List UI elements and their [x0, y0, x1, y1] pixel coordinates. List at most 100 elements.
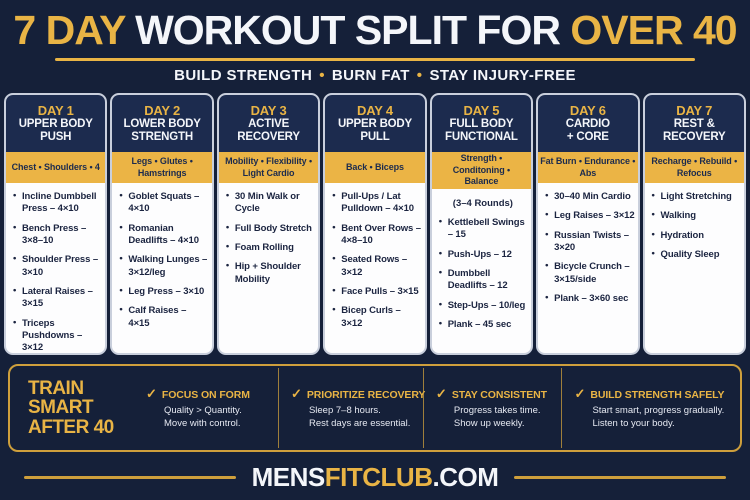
bullet-separator: • [416, 67, 423, 84]
day-card-7: DAY 7 REST & RECOVERY Recharge • Rebuild… [642, 93, 746, 355]
tips-band: TRAIN SMART AFTER 40 ✓ FOCUS ON FORM Qua… [8, 364, 742, 452]
exercise-item: Quality Sleep [651, 248, 741, 261]
tip-title: STAY CONSISTENT [451, 388, 547, 401]
focus-badge: Strength • Conditoning • Balance [431, 152, 532, 190]
day-title: ACTIVE RECOVERY [237, 118, 300, 143]
check-icon: ✓ [146, 385, 157, 401]
exercise-item: Walking [651, 209, 741, 222]
exercise-item: Calf Raises – 4×15 [118, 304, 208, 330]
tip-text: Start smart, progress gradually. Listen … [592, 404, 725, 429]
tip-build-strength-safely: ✓ BUILD STRENGTH SAFELY Start smart, pro… [561, 368, 732, 448]
page-title: 7 DAY WORKOUT SPLIT FOR OVER 40 [0, 10, 750, 51]
tip-text: Progress takes time. Show up weekly. [453, 404, 541, 429]
day-card-6: DAY 6 CARDIO + CORE Fat Burn • Endurance… [536, 93, 640, 355]
day-label: DAY 7 [676, 103, 713, 119]
exercise-item: Plank – 45 sec [438, 318, 528, 331]
day-label: DAY 3 [250, 103, 287, 119]
day-label: DAY 4 [357, 103, 393, 119]
tip-text: Quality > Quantity. Move with control. [164, 404, 242, 429]
exercise-list: Pull-Ups / Lat Pulldown – 4×10 Bent Over… [331, 190, 421, 330]
day-title: LOWER BODY STRENGTH [123, 118, 201, 143]
exercise-item: Push-Ups – 12 [438, 248, 528, 261]
day-title: CARDIO + CORE [565, 118, 610, 143]
subtitle: BUILD STRENGTH • BURN FAT • STAY INJURY-FREE [0, 67, 750, 84]
subtitle-seg2: BURN FAT [331, 67, 410, 84]
day-card-header: DAY 4 UPPER BODY PULL [325, 95, 425, 152]
title-tail: OVER 40 [570, 7, 737, 53]
exercise-item: 30–40 Min Cardio [544, 190, 634, 203]
subtitle-seg1: BUILD STRENGTH [174, 67, 313, 84]
exercise-item: Hydration [651, 229, 741, 242]
day-card-body: Incline Dumbbell Press – 4×10 Bench Pres… [6, 183, 105, 353]
exercise-item: Face Pulls – 3×15 [331, 285, 421, 298]
day-label: DAY 6 [569, 103, 606, 119]
day-cards-row: DAY 1 UPPER BODY PUSH Chest • Shoulders … [0, 93, 750, 355]
day-title: UPPER BODY PULL [337, 118, 412, 143]
exercise-item: Goblet Squats – 4×10 [118, 190, 208, 216]
exercise-list: Light Stretching Walking Hydration Quali… [651, 190, 741, 261]
focus-badge: Fat Burn • Endurance • Abs [538, 152, 638, 183]
footer-rule-right [514, 476, 727, 479]
exercise-item: Hip + Shoulder Mobility [225, 260, 315, 286]
exercise-item: Bicycle Crunch – 3×15/side [544, 260, 634, 286]
day-card-2: DAY 2 LOWER BODY STRENGTH Legs • Glutes … [110, 93, 214, 355]
brand-part-suffix: .COM [432, 462, 499, 492]
check-icon: ✓ [290, 385, 302, 401]
exercise-list: Kettlebell Swings – 15 Push-Ups – 12 Dum… [438, 216, 528, 331]
tip-title: PRIORITIZE RECOVERY [306, 388, 426, 401]
day-card-body: 30 Min Walk or Cycle Full Body Stretch F… [219, 183, 318, 353]
day-label: DAY 5 [463, 103, 500, 119]
brand-part-gold: FITCLUB [324, 462, 433, 492]
day-card-4: DAY 4 UPPER BODY PULL Back • Biceps Pull… [323, 93, 427, 355]
day-title: UPPER BODY PUSH [18, 118, 93, 143]
exercise-item: Light Stretching [651, 190, 741, 203]
footer-rule-left [23, 476, 236, 479]
tip-title-row: ✓ PRIORITIZE RECOVERY [290, 385, 425, 402]
bullet-separator: • [319, 67, 325, 84]
exercise-item: Foam Rolling [225, 241, 315, 254]
focus-badge: Mobility • Flexibility • Light Cardio [218, 152, 319, 183]
title-mid: WORKOUT SPLIT FOR [135, 7, 561, 53]
exercise-item: Dumbbell Deadlifts – 12 [438, 267, 528, 293]
exercise-item: Leg Raises – 3×12 [544, 209, 635, 222]
exercise-item: Triceps Pushdowns – 3×12 [12, 317, 102, 353]
exercise-item: Plank – 3×60 sec [544, 292, 634, 305]
check-icon: ✓ [574, 385, 586, 401]
day-title: REST & RECOVERY [662, 118, 726, 143]
day-card-body: (3–4 Rounds) Kettlebell Swings – 15 Push… [432, 189, 531, 353]
focus-badge: Legs • Glutes • Hamstrings [112, 152, 212, 183]
exercise-item: Kettlebell Swings – 15 [438, 216, 528, 242]
footer: MENSFITCLUB.COM [0, 462, 750, 493]
exercise-item: Incline Dumbbell Press – 4×10 [12, 190, 102, 216]
focus-badge: Recharge • Rebuild • Refocus [644, 152, 744, 183]
day-card-body: Light Stretching Walking Hydration Quali… [645, 183, 744, 353]
exercise-item: Bent Over Rows – 4×8–10 [331, 222, 421, 248]
exercise-item: Bench Press – 3×8–10 [12, 222, 102, 248]
exercise-item: 30 Min Walk or Cycle [225, 190, 315, 216]
exercise-item: Step-Ups – 10/leg [438, 299, 528, 312]
tip-title-row: ✓ BUILD STRENGTH SAFELY [574, 386, 728, 402]
tip-focus-on-form: ✓ FOCUS ON FORM Quality > Quantity. Move… [134, 368, 278, 448]
tip-stay-consistent: ✓ STAY CONSISTENT Progress takes time. S… [422, 368, 562, 448]
day-card-header: DAY 5 FULL BODY FUNCTIONAL [431, 95, 532, 152]
day-title: FULL BODY FUNCTIONAL [445, 118, 518, 143]
check-icon: ✓ [435, 385, 447, 401]
exercise-item: Full Body Stretch [225, 222, 315, 235]
exercise-item: Seated Rows – 3×12 [331, 253, 421, 279]
focus-badge: Chest • Shoulders • 4 [6, 152, 106, 183]
exercise-list: 30 Min Walk or Cycle Full Body Stretch F… [225, 190, 315, 286]
site-brand: MENSFITCLUB.COM [252, 462, 499, 493]
day-card-header: DAY 3 ACTIVE RECOVERY [218, 95, 319, 152]
day-card-5: DAY 5 FULL BODY FUNCTIONAL Strength • Co… [429, 93, 534, 355]
tip-text: Sleep 7–8 hours. Rest days are essential… [308, 404, 411, 429]
brand-part-white: MENS [251, 462, 326, 492]
exercise-item: Leg Press – 3×10 [118, 285, 208, 298]
subtitle-seg3: STAY INJURY-FREE [429, 67, 576, 84]
title-lead: 7 DAY [13, 7, 125, 53]
exercise-list: Incline Dumbbell Press – 4×10 Bench Pres… [12, 190, 102, 353]
exercise-item: Russian Twists – 3×20 [544, 229, 634, 255]
exercise-list: 30–40 Min Cardio Leg Raises – 3×12 Russi… [544, 190, 635, 305]
exercise-item: Lateral Raises – 3×15 [12, 285, 102, 311]
day-card-header: DAY 2 LOWER BODY STRENGTH [112, 95, 212, 152]
